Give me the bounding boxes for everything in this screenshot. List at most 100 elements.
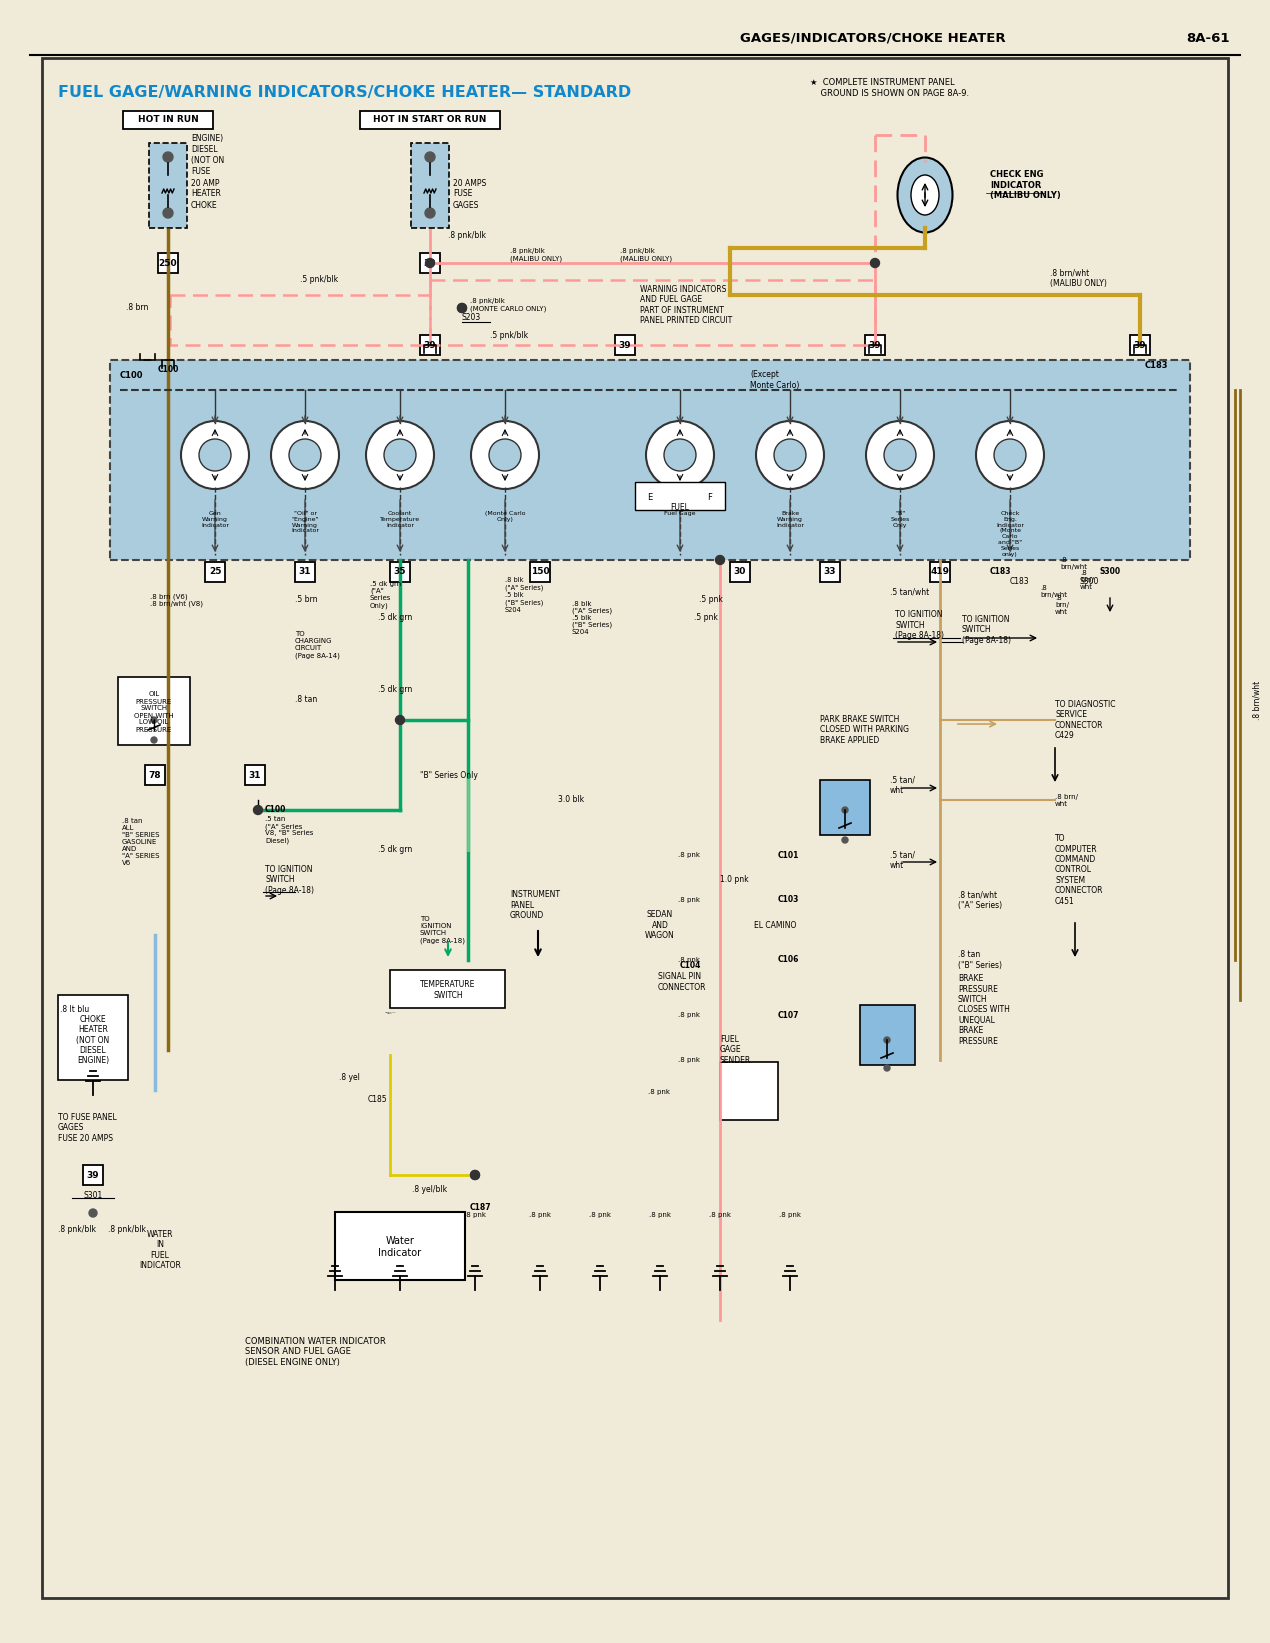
Circle shape — [366, 421, 434, 490]
Circle shape — [470, 1170, 480, 1180]
Text: .8 lt blu: .8 lt blu — [60, 1006, 89, 1014]
Text: 39: 39 — [424, 258, 437, 268]
Text: .8 brn/wht
(MALIBU ONLY): .8 brn/wht (MALIBU ONLY) — [1050, 268, 1107, 288]
Bar — [110, 360, 1190, 560]
Circle shape — [773, 439, 806, 472]
Bar — [359, 112, 500, 130]
Circle shape — [842, 836, 848, 843]
Text: 1.0 pnk: 1.0 pnk — [720, 876, 748, 884]
Circle shape — [756, 421, 824, 490]
Bar — [145, 766, 165, 785]
Text: 30: 30 — [734, 567, 747, 577]
Bar — [820, 780, 870, 835]
Text: 39: 39 — [869, 340, 881, 350]
Text: .8 pnk/blk
(MALIBU ONLY): .8 pnk/blk (MALIBU ONLY) — [511, 248, 563, 261]
Text: TEMPERATURE
SWITCH: TEMPERATURE SWITCH — [420, 981, 476, 999]
Circle shape — [884, 439, 916, 472]
Text: 20 AMP: 20 AMP — [190, 179, 220, 187]
Text: 39: 39 — [1134, 340, 1147, 350]
Circle shape — [151, 738, 157, 743]
Circle shape — [89, 1209, 97, 1217]
Text: .5 tan/
wht: .5 tan/ wht — [890, 851, 914, 869]
Circle shape — [151, 716, 157, 723]
Circle shape — [163, 153, 173, 163]
Text: 35: 35 — [394, 567, 406, 577]
Circle shape — [646, 421, 714, 490]
Text: E: E — [648, 493, 653, 501]
Bar — [58, 996, 128, 1079]
Text: HEATER: HEATER — [190, 189, 221, 199]
Text: .5 dk grn: .5 dk grn — [378, 685, 413, 695]
Text: ENGINE): ENGINE) — [190, 135, 224, 143]
Text: .8
brn/
wht: .8 brn/ wht — [1055, 595, 1069, 614]
Bar — [635, 481, 725, 509]
Text: .8 pnk/blk: .8 pnk/blk — [448, 230, 486, 240]
Text: .5 pnk/blk: .5 pnk/blk — [490, 330, 528, 340]
Circle shape — [395, 715, 405, 725]
Bar — [118, 677, 190, 744]
Bar — [390, 562, 410, 582]
Bar — [420, 335, 439, 355]
Text: HOT IN RUN: HOT IN RUN — [137, 115, 198, 125]
Text: SEDAN
AND
WAGON: SEDAN AND WAGON — [645, 910, 674, 940]
Text: S300: S300 — [1100, 567, 1121, 577]
Text: .8 pnk/blk
(MALIBU ONLY): .8 pnk/blk (MALIBU ONLY) — [620, 248, 672, 261]
Bar — [390, 969, 505, 1009]
Text: 31: 31 — [298, 567, 311, 577]
Text: 3.0 blk: 3.0 blk — [558, 795, 584, 805]
Text: FUEL
GAGE
SENDER: FUEL GAGE SENDER — [720, 1035, 752, 1065]
Bar — [245, 766, 265, 785]
Text: C107: C107 — [779, 1010, 800, 1020]
Bar — [157, 253, 178, 273]
Text: Check
Eng.
Indicator
(Monte
Carlo
and "B"
Series
only): Check Eng. Indicator (Monte Carlo and "B… — [996, 511, 1024, 557]
Text: .8 pnk: .8 pnk — [779, 1213, 801, 1217]
Text: .5 tan/wht: .5 tan/wht — [890, 588, 930, 596]
Text: .8 pnk/blk: .8 pnk/blk — [58, 1226, 97, 1234]
Text: CHOKE
HEATER
(NOT ON
DIESEL
ENGINE): CHOKE HEATER (NOT ON DIESEL ENGINE) — [76, 1015, 109, 1065]
Text: .8 tan
ALL
"B" SERIES
GASOLINE
AND
"A" SERIES
V6: .8 tan ALL "B" SERIES GASOLINE AND "A" S… — [122, 818, 160, 866]
Bar — [615, 335, 635, 355]
Text: SIGNAL PIN
CONNECTOR: SIGNAL PIN CONNECTOR — [658, 973, 706, 992]
Text: GAGES: GAGES — [453, 200, 479, 210]
Text: .5 dk grn
("A"
Series
Only): .5 dk grn ("A" Series Only) — [370, 582, 401, 610]
Text: .5 tan
("A" Series
V8, "B" Series
Diesel): .5 tan ("A" Series V8, "B" Series Diesel… — [265, 817, 314, 845]
Text: .8
brn/wht: .8 brn/wht — [1040, 585, 1067, 598]
Bar — [83, 1165, 103, 1185]
Text: .8 brn: .8 brn — [126, 304, 149, 312]
Bar — [204, 562, 225, 582]
Text: .8 pnk: .8 pnk — [678, 1012, 700, 1019]
Circle shape — [163, 209, 173, 219]
Bar — [420, 253, 439, 273]
Text: .5 pnk: .5 pnk — [698, 595, 723, 605]
Text: .8 yel/blk: .8 yel/blk — [411, 1186, 447, 1194]
Text: TO FUSE PANEL
GAGES
FUSE 20 AMPS: TO FUSE PANEL GAGES FUSE 20 AMPS — [58, 1112, 117, 1144]
Text: .8 pnk: .8 pnk — [678, 1056, 700, 1063]
Text: .8
brn/
wht: .8 brn/ wht — [1080, 570, 1093, 590]
Text: C106: C106 — [779, 956, 799, 964]
Text: F: F — [707, 493, 712, 501]
Text: C183: C183 — [1010, 577, 1030, 587]
Text: 25: 25 — [208, 567, 221, 577]
Bar — [149, 143, 187, 227]
Bar — [720, 1061, 779, 1121]
Bar — [865, 335, 885, 355]
Text: .8 pnk: .8 pnk — [678, 853, 700, 858]
Text: FUEL GAGE/WARNING INDICATORS/CHOKE HEATER— STANDARD: FUEL GAGE/WARNING INDICATORS/CHOKE HEATE… — [58, 84, 631, 100]
Text: GAGES/INDICATORS/CHOKE HEATER: GAGES/INDICATORS/CHOKE HEATER — [740, 31, 1006, 44]
Text: 39: 39 — [618, 340, 631, 350]
Text: S300: S300 — [1080, 577, 1100, 587]
Text: TO
COMPUTER
COMMAND
CONTROL
SYSTEM
CONNECTOR
C451: TO COMPUTER COMMAND CONTROL SYSTEM CONNE… — [1055, 835, 1104, 905]
Text: (Monte Carlo
Only): (Monte Carlo Only) — [485, 511, 526, 522]
Text: 39: 39 — [424, 340, 437, 350]
Ellipse shape — [898, 158, 952, 233]
Text: 78: 78 — [149, 771, 161, 779]
Text: FUSE: FUSE — [190, 168, 211, 176]
Text: .8 pnk/blk
(MONTE CARLO ONLY): .8 pnk/blk (MONTE CARLO ONLY) — [470, 299, 546, 312]
Circle shape — [489, 439, 521, 472]
Bar — [411, 143, 450, 227]
Text: 8A-61: 8A-61 — [1186, 31, 1231, 44]
Bar — [530, 562, 550, 582]
Text: S203: S203 — [462, 314, 481, 322]
Text: .8 pnk: .8 pnk — [709, 1213, 732, 1217]
Circle shape — [471, 421, 538, 490]
